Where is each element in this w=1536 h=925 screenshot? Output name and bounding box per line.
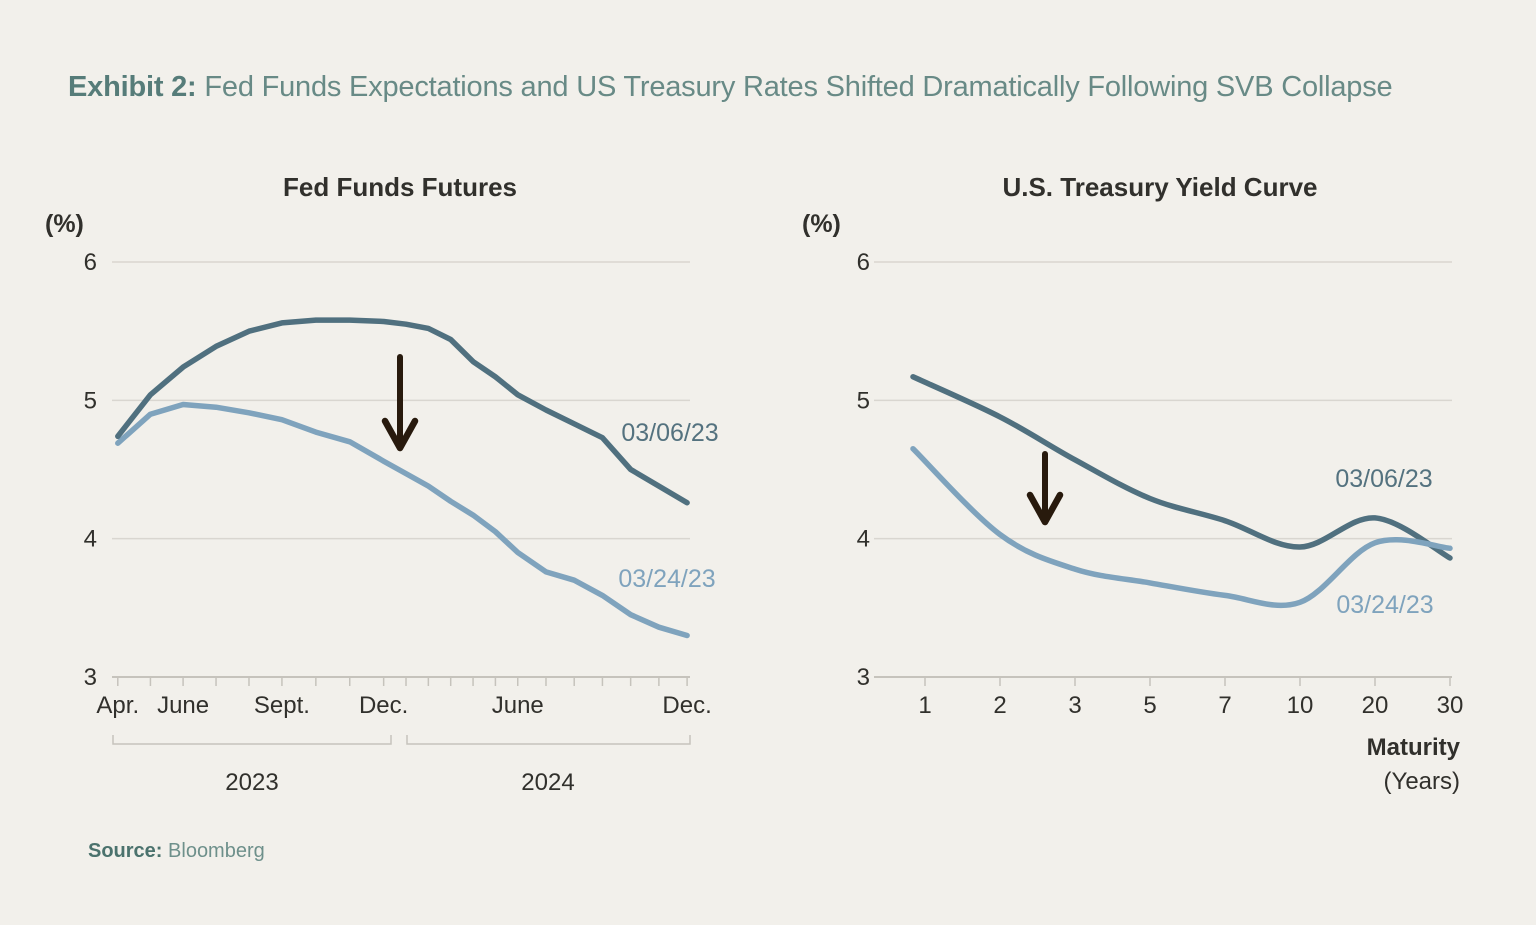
y-tick-label: 4	[84, 526, 97, 553]
x-tick-label: 2	[993, 692, 1006, 719]
x-tick-label: 30	[1437, 692, 1464, 719]
y-tick-label: 3	[84, 664, 97, 691]
series-line-032423	[910, 445, 1453, 609]
maturity-axis-label: Maturity	[1367, 734, 1461, 761]
y-tick-label: 5	[857, 387, 870, 414]
x-tick-label: June	[492, 692, 544, 719]
year-label: 2023	[225, 769, 278, 796]
x-tick-label: June	[157, 692, 209, 719]
down-arrow-head	[381, 417, 419, 452]
right-chart-title: U.S. Treasury Yield Curve	[1002, 172, 1317, 202]
exhibit-title-prefix: Exhibit 2:	[68, 71, 197, 103]
year-bracket-2023	[112, 735, 392, 745]
down-arrow-head	[1026, 491, 1064, 526]
right-y-axis-unit: (%)	[802, 210, 841, 238]
maturity-axis-sublabel: (Years)	[1384, 768, 1460, 795]
y-tick-label: 5	[84, 387, 97, 414]
right-chart: 6 5 4 3 1 2 3 5 7 10 20 30 03/06/23 03/24/23	[857, 249, 1464, 719]
y-tick-label: 4	[857, 526, 870, 553]
x-tick-label: Dec.	[662, 692, 711, 719]
left-y-axis-unit: (%)	[45, 210, 84, 238]
series-line-032423	[115, 401, 690, 639]
x-tick-label: 7	[1218, 692, 1231, 719]
y-tick-label: 6	[84, 249, 97, 276]
y-tick-label: 6	[857, 249, 870, 276]
series-label: 03/24/23	[618, 565, 715, 593]
x-tick-label: 3	[1068, 692, 1081, 719]
exhibit-title-text: Fed Funds Expectations and US Treasury R…	[204, 71, 1393, 103]
down-arrow-annotation	[1026, 451, 1064, 526]
source-value: Bloomberg	[168, 840, 265, 862]
x-tick-label: 10	[1287, 692, 1314, 719]
series-label: 03/06/23	[621, 419, 718, 447]
year-bracket-2024	[406, 735, 691, 745]
series-label: 03/06/23	[1335, 465, 1432, 493]
year-label: 2024	[521, 769, 574, 796]
x-tick-label: Dec.	[359, 692, 408, 719]
down-arrow-annotation	[381, 354, 419, 452]
x-tick-label: Sept.	[254, 692, 310, 719]
source-line: Source: Bloomberg	[88, 840, 265, 863]
x-tick-label: Apr.	[96, 692, 139, 719]
left-chart-title: Fed Funds Futures	[283, 172, 517, 202]
x-tick-label: 1	[918, 692, 931, 719]
x-tick-label: 5	[1143, 692, 1156, 719]
series-line-030623	[910, 374, 1453, 561]
y-tick-label: 3	[857, 664, 870, 691]
exhibit-title: Exhibit 2: Fed Funds Expectations and US…	[68, 71, 1393, 104]
x-tick-label: 20	[1362, 692, 1389, 719]
series-line-030623	[115, 317, 690, 506]
source-label: Source:	[88, 840, 163, 862]
series-label: 03/24/23	[1336, 591, 1433, 619]
